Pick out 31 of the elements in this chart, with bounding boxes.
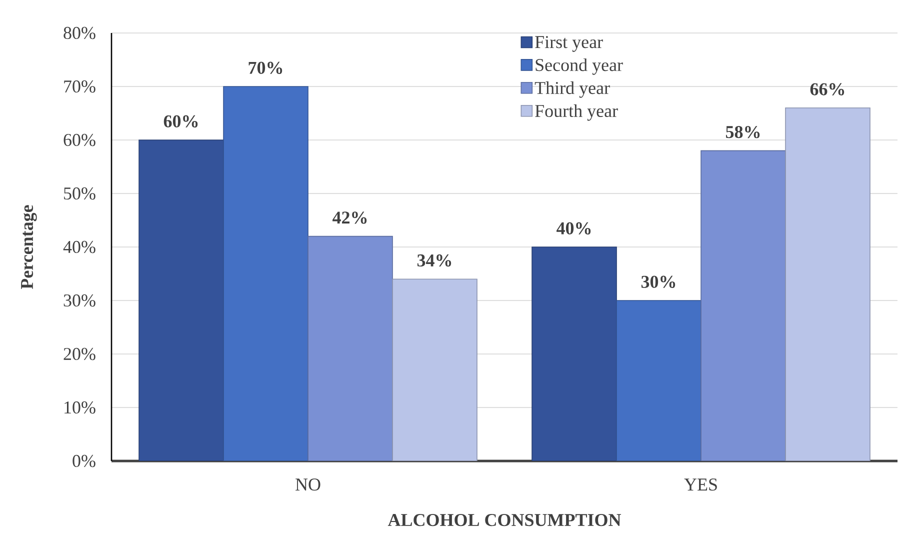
data-label: 34% — [417, 254, 452, 267]
bar — [392, 278, 478, 461]
y-tick-label: 40% — [63, 240, 96, 254]
bar — [700, 150, 786, 461]
x-tick-label: NO — [296, 478, 320, 491]
legend-label: Third year — [534, 81, 610, 98]
data-label: 60% — [164, 115, 198, 128]
bar — [785, 108, 870, 461]
data-label: 58% — [726, 126, 760, 138]
y-tick-label: 50% — [64, 187, 96, 200]
data-label: 30% — [641, 276, 676, 288]
x-tick-label: YES — [684, 478, 717, 491]
data-label: 70% — [248, 62, 282, 74]
y-tick-label: 60% — [64, 134, 96, 146]
y-tick-label: 10% — [64, 401, 96, 414]
x-axis-title: ALCOHOL CONSUMPTION — [388, 514, 622, 526]
y-tick-label: 20% — [64, 348, 96, 360]
legend-label: Second year — [536, 58, 623, 75]
data-label: 66% — [810, 83, 844, 96]
bar — [223, 86, 308, 461]
y-tick-label: 80% — [64, 26, 96, 40]
data-label: 42% — [332, 212, 367, 224]
y-tick-label: 30% — [64, 294, 96, 307]
y-axis-title: Percentage — [21, 205, 37, 289]
data-label: 40% — [556, 222, 591, 234]
y-tick-label: 0% — [72, 454, 96, 468]
bar — [308, 236, 393, 461]
bar — [616, 300, 702, 461]
y-tick-label: 70% — [64, 80, 96, 93]
legend-label: Fourth year — [535, 104, 618, 121]
legend-label: First year — [535, 36, 603, 52]
